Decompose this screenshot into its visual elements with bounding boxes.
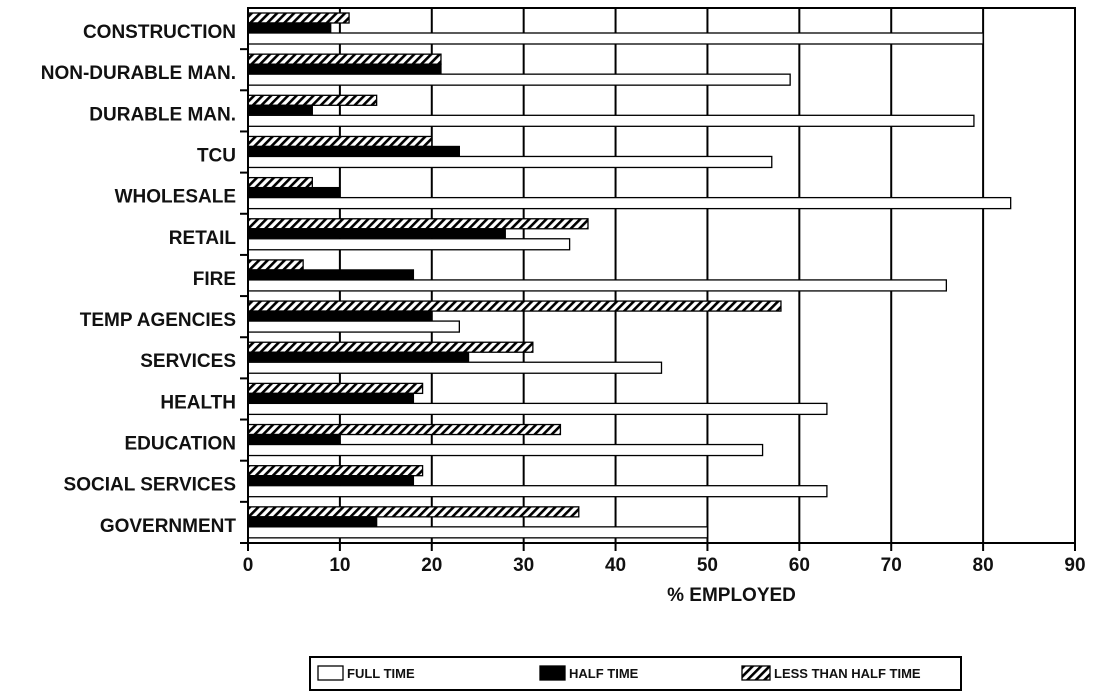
legend-swatch [741,665,771,681]
category-label: RETAIL [169,228,237,249]
bar-full-time [247,155,773,169]
x-axis-ticks: 0 10 20 30 40 50 60 70 80 90 [243,543,1086,576]
x-tick-label: 50 [697,555,718,576]
category-label: FIRE [193,269,236,290]
category-label: WHOLESALE [115,187,236,208]
legend-label: HALF TIME [569,666,639,681]
bars [247,12,1012,539]
bar-full-time [247,361,663,374]
legend-label: FULL TIME [347,666,415,681]
bar-full-time [247,402,828,416]
bar-half-time [247,269,415,280]
bar-full-time [247,485,828,498]
legend-box [309,656,962,691]
category-label: EDUCATION [124,434,236,455]
bar-half-time [247,145,460,157]
x-tick-label: 60 [789,555,810,576]
legend-label: LESS THAN HALF TIME [774,666,921,681]
bar-half-time [247,475,415,486]
bar-half-time [247,186,341,198]
bar-less-than-half-time [247,218,589,230]
category-label: GOVERNMENT [100,516,237,537]
bar-full-time [247,443,764,457]
plot-frame [247,7,1076,544]
bar-half-time [247,392,415,404]
legend-swatch [539,665,566,681]
bar-full-time [247,279,948,292]
x-tick-label: 90 [1064,555,1085,576]
category-label: TEMP AGENCIES [80,310,236,331]
category-label: TCU [197,145,236,166]
category-label: CONSTRUCTION [83,22,236,43]
x-tick-label: 70 [881,555,902,576]
bar-half-time [247,22,332,33]
bar-less-than-half-time [247,300,782,312]
bar-full-time [247,196,1012,210]
x-tick-label: 0 [243,555,254,576]
bar-less-than-half-time [247,53,442,65]
bar-half-time [247,516,378,527]
x-tick-label: 10 [329,555,350,576]
bar-less-than-half-time [247,341,534,353]
bar-full-time [247,73,791,86]
bar-half-time [247,351,470,362]
bar-less-than-half-time [247,259,304,271]
x-tick-label: 80 [973,555,994,576]
bar-half-time [247,104,313,115]
bar-less-than-half-time [247,506,580,518]
bar-full-time [247,114,975,127]
bar-full-time [247,32,984,45]
bar-full-time [247,526,709,539]
x-tick-label: 40 [605,555,626,576]
bar-full-time [247,320,460,333]
category-label: SOCIAL SERVICES [64,475,236,496]
bar-less-than-half-time [247,423,562,436]
bar-less-than-half-time [247,382,424,395]
x-tick-label: 20 [421,555,442,576]
bar-half-time [247,310,433,321]
bar-half-time [247,63,442,74]
bar-half-time [247,228,506,239]
bar-less-than-half-time [247,465,424,477]
x-tick-label: 30 [513,555,534,576]
category-label: DURABLE MAN. [89,104,236,125]
legend-swatch [317,665,344,681]
category-label: HEALTH [160,392,236,413]
bar-less-than-half-time [247,176,313,189]
bar-less-than-half-time [247,12,350,24]
legend: FULL TIME HALF TIME LESS THAN HALF TIME [309,656,962,691]
bar-less-than-half-time [247,135,433,148]
category-labels: CONSTRUCTION NON-DURABLE MAN. DURABLE MAN.… [41,22,248,544]
plot-border [247,7,1076,544]
category-label: SERVICES [140,351,236,372]
bar-less-than-half-time [247,94,378,106]
category-label: NON-DURABLE MAN. [41,63,236,84]
x-axis-title: % EMPLOYED [667,585,796,606]
bar-half-time [247,433,341,445]
bar-full-time [247,238,571,251]
gridlines [338,8,985,543]
